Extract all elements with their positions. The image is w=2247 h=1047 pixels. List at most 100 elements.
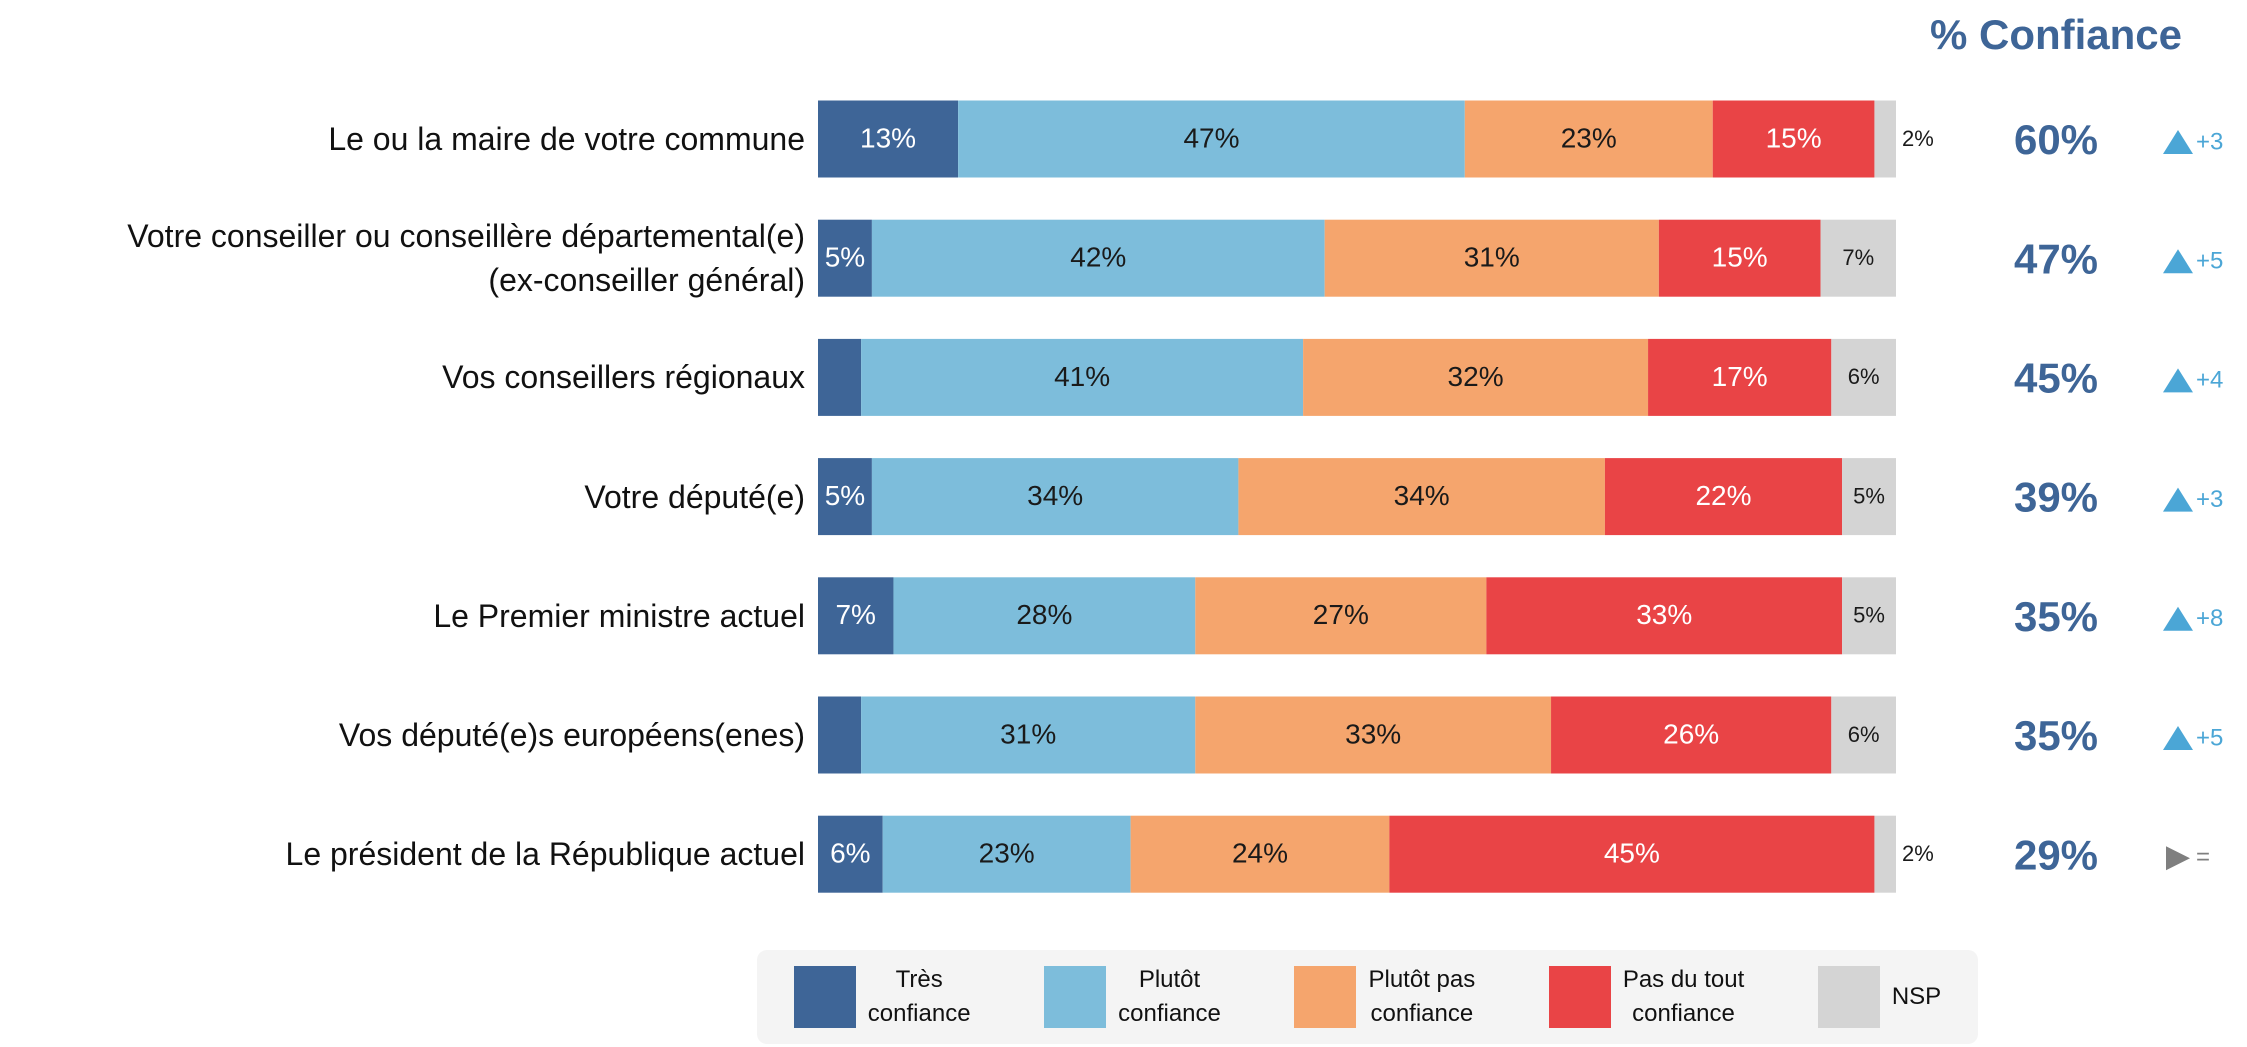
bar-segment bbox=[1874, 100, 1896, 178]
bar-segment bbox=[818, 815, 883, 893]
legend: Très confiance Plutôt confiance Plutôt pas… bbox=[757, 950, 1978, 1044]
category-label: Le président de la République actuel bbox=[285, 836, 805, 873]
data-label: 6% bbox=[830, 838, 870, 869]
category-label: Le ou la maire de votre commune bbox=[328, 121, 805, 157]
data-label: 13% bbox=[860, 122, 916, 153]
legend-swatch bbox=[793, 966, 856, 1028]
legend-label: Plutôt pas confiance bbox=[1368, 966, 1476, 1027]
change-label: +4 bbox=[2196, 367, 2223, 394]
bar-segment bbox=[818, 696, 862, 774]
bar-segment bbox=[1831, 338, 1896, 416]
bar-segment bbox=[818, 338, 862, 416]
data-label: 24% bbox=[1232, 838, 1288, 869]
category-label: Votre conseiller ou conseillère départem… bbox=[127, 218, 805, 299]
bar-segment bbox=[893, 577, 1196, 655]
bar-segment bbox=[1486, 577, 1843, 655]
data-label: 6% bbox=[1848, 364, 1880, 389]
bar-segment bbox=[1831, 696, 1896, 774]
change-label: +3 bbox=[2196, 486, 2223, 513]
bar-segment bbox=[1874, 815, 1896, 893]
bar-segment bbox=[818, 458, 872, 536]
legend-item: Plutôt pas confiance bbox=[1294, 963, 1475, 1031]
data-label: 5% bbox=[1853, 483, 1885, 508]
change-arrow bbox=[2163, 368, 2193, 393]
legend-swatch bbox=[1548, 966, 1611, 1028]
change-label: +5 bbox=[2196, 724, 2223, 751]
change-label: +3 bbox=[2196, 128, 2223, 155]
bar-segment bbox=[1648, 338, 1832, 416]
change-arrow bbox=[2163, 726, 2193, 750]
change-arrow bbox=[2166, 846, 2190, 871]
legend-item: NSP bbox=[1817, 966, 1942, 1028]
data-label: 33% bbox=[1636, 599, 1692, 630]
change-label: +5 bbox=[2196, 248, 2223, 275]
data-label: 5% bbox=[825, 242, 865, 273]
data-label: 22% bbox=[1695, 480, 1751, 511]
legend-item: Plutôt confiance bbox=[1044, 963, 1221, 1031]
bar-segment bbox=[1195, 696, 1552, 774]
data-label: 31% bbox=[1000, 718, 1056, 749]
confidence-value: 35% bbox=[2014, 712, 2098, 759]
data-label: 2% bbox=[1902, 126, 1934, 151]
confidence-value: 35% bbox=[2014, 593, 2098, 640]
legend-swatch bbox=[1294, 966, 1357, 1028]
legend-label: NSP bbox=[1891, 983, 1942, 1010]
legend-item: Très confiance bbox=[793, 963, 971, 1031]
data-label: 27% bbox=[1313, 599, 1369, 630]
bar-segment bbox=[1842, 577, 1896, 655]
change-arrow bbox=[2163, 249, 2193, 274]
data-label: 42% bbox=[1070, 242, 1126, 273]
data-label: 2% bbox=[1902, 841, 1934, 866]
change-arrow bbox=[2163, 130, 2193, 154]
data-label: 47% bbox=[1183, 122, 1239, 153]
data-label: 23% bbox=[979, 838, 1035, 869]
legend-swatch bbox=[1817, 966, 1880, 1028]
bar-segment bbox=[1712, 100, 1875, 178]
legend-label: Pas du tout confiance bbox=[1622, 966, 1745, 1027]
legend-label: Très confiance bbox=[867, 966, 971, 1027]
data-label: 6% bbox=[1848, 722, 1880, 747]
bar-segment bbox=[1324, 219, 1659, 297]
bar-segment bbox=[818, 219, 872, 297]
category-label: Vos conseillers régionaux bbox=[442, 359, 805, 396]
bar-segment bbox=[871, 458, 1239, 536]
change-arrow bbox=[2163, 487, 2193, 512]
data-label: 23% bbox=[1561, 122, 1617, 153]
bar-segment bbox=[1842, 458, 1896, 536]
bar-segment bbox=[871, 219, 1325, 297]
confidence-value: 45% bbox=[2014, 354, 2098, 401]
bar-segment bbox=[1130, 815, 1390, 893]
data-label: 7% bbox=[1842, 245, 1874, 270]
category-label: Le Premier ministre actuel bbox=[433, 597, 805, 634]
bar-segment bbox=[861, 338, 1304, 416]
data-label: 7% bbox=[835, 599, 875, 630]
bar-segment bbox=[818, 577, 894, 655]
category-label: Votre député(e) bbox=[584, 478, 805, 515]
bar-segment bbox=[1303, 338, 1649, 416]
bar-segment bbox=[1389, 815, 1875, 893]
confidence-value: 39% bbox=[2014, 474, 2098, 521]
category-label: Vos député(e)s européens(enes) bbox=[338, 717, 805, 753]
confidence-value: 60% bbox=[2014, 116, 2098, 163]
data-label: 15% bbox=[1766, 122, 1822, 153]
change-arrow bbox=[2163, 606, 2193, 631]
bar-segment bbox=[882, 815, 1131, 893]
bar-segment bbox=[1551, 696, 1832, 774]
data-label: 15% bbox=[1712, 242, 1768, 273]
data-label: 34% bbox=[1394, 480, 1450, 511]
bar-segment bbox=[1464, 100, 1713, 178]
bar-segment bbox=[1195, 577, 1487, 655]
data-label: 5% bbox=[1853, 603, 1885, 628]
data-label: 5% bbox=[825, 480, 865, 511]
legend-label: Plutôt confiance bbox=[1118, 966, 1221, 1027]
change-label: = bbox=[2196, 844, 2210, 871]
bar-segment bbox=[1820, 219, 1896, 297]
data-label: 41% bbox=[1054, 361, 1110, 392]
data-label: 32% bbox=[1448, 361, 1504, 392]
data-label: 28% bbox=[1016, 599, 1072, 630]
bar-segment bbox=[958, 100, 1465, 178]
bar-segment bbox=[818, 100, 959, 178]
data-label: 45% bbox=[1604, 838, 1660, 869]
